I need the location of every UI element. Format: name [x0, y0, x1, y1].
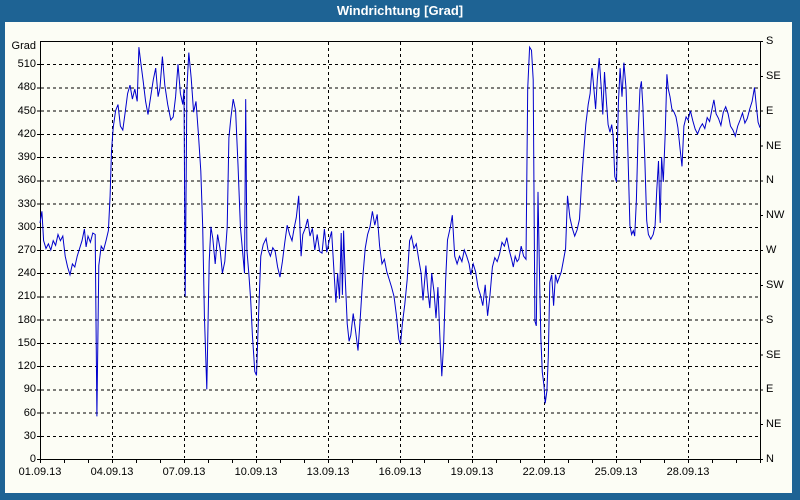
x-axis-label: 01.09.13 — [18, 466, 62, 478]
x-axis-label: 28.09.13 — [666, 466, 710, 478]
compass-label: NW — [766, 209, 785, 222]
x-axis-label: 10.09.13 — [234, 466, 278, 478]
y-axis-label: 300 — [17, 220, 36, 233]
x-axis-label: 13.09.13 — [306, 466, 350, 478]
x-axis-label: 25.09.13 — [594, 466, 638, 478]
y-axis-label: 180 — [17, 313, 36, 326]
y-axis-label: 120 — [17, 360, 36, 373]
compass-label: SW — [766, 278, 784, 291]
compass-label: N — [766, 174, 774, 187]
compass-label: W — [766, 244, 777, 256]
y-axis-label: 0 — [29, 453, 36, 465]
compass-label: S — [766, 313, 774, 326]
wind-direction-line — [39, 45, 761, 417]
compass-label: E — [766, 104, 774, 117]
y-axis-label: 30 — [23, 429, 36, 442]
compass-label: SE — [766, 348, 781, 361]
compass-label: SE — [766, 69, 781, 82]
x-axis-label: 16.09.13 — [378, 466, 422, 478]
y-axis-label: 270 — [17, 244, 36, 256]
y-axis-label: 450 — [17, 104, 36, 117]
y-axis-label: 90 — [23, 383, 36, 396]
y-axis-label: 360 — [17, 174, 36, 187]
chart-area: Grad 0 30 60 90 120 150 180 210 240 270 300 330 360 39… — [5, 22, 792, 493]
y-axis-label: 330 — [17, 197, 36, 210]
x-axis-label: 19.09.13 — [450, 466, 494, 478]
compass-label: S — [766, 35, 774, 47]
y-axis-label: 420 — [17, 127, 36, 140]
y-axis-label: 60 — [23, 406, 36, 419]
y-axis-title: Grad — [11, 40, 36, 52]
compass-label: E — [766, 383, 774, 396]
compass-label: NE — [766, 139, 782, 152]
y-axis-label: 210 — [17, 290, 36, 303]
chart-title: Windrichtung [Grad] — [336, 3, 464, 18]
x-axis-label: 04.09.13 — [90, 466, 134, 478]
chart-title-bar: Windrichtung [Grad] — [0, 0, 800, 22]
y-axis-label: 510 — [17, 58, 36, 71]
x-axis-label: 22.09.13 — [522, 466, 566, 478]
wind-direction-plot[interactable] — [5, 22, 792, 493]
y-axis-label: 480 — [17, 81, 36, 94]
y-axis-label: 240 — [17, 267, 36, 280]
y-axis-label: 390 — [17, 151, 36, 164]
x-axis-label: 07.09.13 — [162, 466, 206, 478]
compass-label: N — [766, 453, 774, 465]
y-axis-label: 150 — [17, 336, 36, 349]
compass-label: NE — [766, 418, 782, 431]
